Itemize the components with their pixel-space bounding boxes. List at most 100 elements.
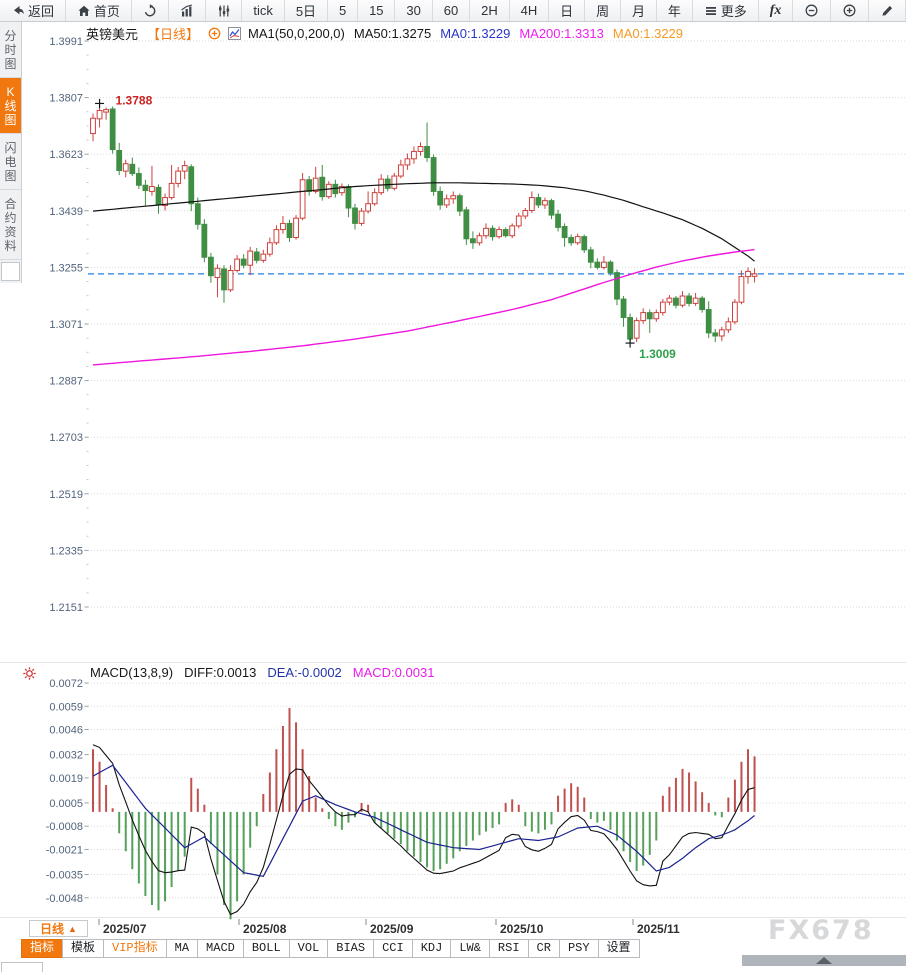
tab-PSY[interactable]: PSY <box>558 939 599 958</box>
period-30min-button[interactable]: 30 <box>395 0 433 21</box>
period-year-button-label: 年 <box>667 4 681 19</box>
tab-LW&[interactable]: LW& <box>450 939 490 958</box>
period-5day-button[interactable]: 5日 <box>285 0 328 21</box>
date-label: 2025/11 <box>637 922 680 936</box>
period-4h-button[interactable]: 4H <box>510 0 550 21</box>
period-60min-button[interactable]: 60 <box>433 0 471 21</box>
price-grid <box>84 40 906 608</box>
tab-MA[interactable]: MA <box>165 939 199 958</box>
ma0-value-orange: MA0:1.3229 <box>612 26 684 41</box>
macd-grid <box>84 682 906 899</box>
sidebar-item-char: 资 <box>4 225 17 239</box>
svg-text:0.0019: 0.0019 <box>49 773 83 785</box>
high-price-label: 1.3788 <box>116 93 153 107</box>
sidebar-item-分时图[interactable]: 分时图 <box>0 22 21 78</box>
sidebar-item-char: 料 <box>4 239 17 253</box>
tab-VOL[interactable]: VOL <box>288 939 329 958</box>
ma50-line <box>92 182 755 262</box>
date-label: 2025/08 <box>243 922 287 936</box>
period-selector[interactable]: 日线 ▲ <box>29 920 88 937</box>
ma-params: MA1(50,0,200,0) <box>248 26 345 41</box>
period-day-button[interactable]: 日 <box>549 0 586 21</box>
tab-MACD[interactable]: MACD <box>197 939 244 958</box>
period-day-button-label: 日 <box>560 4 574 19</box>
chevron-up-icon: ▲ <box>68 923 77 934</box>
svg-text:-0.0048: -0.0048 <box>46 893 83 905</box>
chart-style-button[interactable] <box>169 0 206 21</box>
sidebar-item-char: K <box>6 85 15 99</box>
candlestick-series[interactable] <box>90 103 758 344</box>
svg-text:0.0005: 0.0005 <box>49 798 83 810</box>
tab-KDJ[interactable]: KDJ <box>411 939 452 958</box>
home-button[interactable]: 首页 <box>66 0 132 21</box>
period-year-button[interactable]: 年 <box>657 0 693 21</box>
date-axis: 2025/07 2025/08 2025/09 2025/10 2025/11 <box>98 919 680 936</box>
fx-button[interactable]: fx <box>759 0 794 21</box>
svg-text:0.0072: 0.0072 <box>49 678 83 690</box>
price-axis-labels: 1.3991 1.3807 1.3623 1.3439 1.3255 1.3071 1.28… <box>49 36 83 614</box>
back-icon <box>11 4 25 18</box>
sidebar-item-闪电图[interactable]: 闪电图 <box>0 134 21 190</box>
tab-RSI[interactable]: RSI <box>488 939 529 958</box>
tab-BOLL[interactable]: BOLL <box>242 939 290 958</box>
macd-pane-header: MACD(13,8,9) DIFF:0.0013 DEA:-0.0002 MAC… <box>90 665 445 680</box>
tab-VIP指标[interactable]: VIP指标 <box>103 939 167 958</box>
tab-指标[interactable]: 指标 <box>21 939 64 958</box>
zoom-out-icon <box>804 3 819 18</box>
period-tick-button[interactable]: tick <box>242 0 285 21</box>
dea-line <box>92 764 755 877</box>
period-2h-button[interactable]: 2H <box>470 0 510 21</box>
period-week-button-label: 周 <box>596 4 610 19</box>
add-indicator-icon[interactable] <box>208 27 221 40</box>
refresh-button[interactable] <box>132 0 169 21</box>
back-button-label: 返回 <box>27 4 54 19</box>
tab-BIAS[interactable]: BIAS <box>327 939 375 958</box>
sidebar-item-合约资料[interactable]: 合约资料 <box>0 190 21 260</box>
tab-CCI[interactable]: CCI <box>373 939 413 958</box>
tab-设置[interactable]: 设置 <box>597 939 640 958</box>
period-15min-button[interactable]: 15 <box>358 0 396 21</box>
sidebar-item-char: 闪 <box>4 141 17 155</box>
date-label: 2025/09 <box>370 922 414 936</box>
period-5min-button[interactable]: 5 <box>328 0 359 21</box>
home-icon <box>77 4 91 18</box>
diff-line <box>92 744 755 916</box>
sidebar-item-char: 时 <box>4 43 17 57</box>
macd-histogram[interactable] <box>92 708 756 920</box>
diff-value: DIFF:0.0013 <box>184 665 257 680</box>
back-button[interactable]: 返回 <box>0 0 66 21</box>
zoom-in-button[interactable] <box>831 0 870 21</box>
sidebar-item-char: 约 <box>4 211 17 225</box>
period-selector-label: 日线 <box>40 922 65 936</box>
svg-text:1.3255: 1.3255 <box>49 262 83 274</box>
period-month-button[interactable]: 月 <box>621 0 657 21</box>
tab-模板[interactable]: 模板 <box>62 939 105 958</box>
svg-text:1.3439: 1.3439 <box>49 206 83 218</box>
svg-text:0.0046: 0.0046 <box>49 725 83 737</box>
more-button[interactable]: 更多 <box>693 0 759 21</box>
horizontal-scrollbar[interactable] <box>742 955 906 966</box>
ma200-value: MA200:1.3313 <box>519 26 604 41</box>
macd-value: MACD:0.0031 <box>352 665 435 680</box>
svg-text:1.2887: 1.2887 <box>49 376 83 388</box>
macd-params: MACD(13,8,9) <box>90 665 174 680</box>
svg-text:0.0032: 0.0032 <box>49 750 83 762</box>
ma200-line <box>92 248 755 366</box>
period-week-button[interactable]: 周 <box>585 0 622 21</box>
period-5day-button-label: 5日 <box>295 4 317 19</box>
date-label: 2025/07 <box>103 922 147 936</box>
tab-CR[interactable]: CR <box>527 939 560 958</box>
mini-chart-icon[interactable] <box>228 27 242 40</box>
symbol-title: 英镑美元 <box>86 27 139 42</box>
price-extreme-markers: 1.3788 1.3009 <box>95 93 676 361</box>
indicator-adjust-button[interactable] <box>206 0 243 21</box>
zoom-out-button[interactable] <box>793 0 832 21</box>
macd-axis-labels: 0.0072 0.0059 0.0046 0.0032 0.0019 0.0005 -0.0… <box>46 678 83 905</box>
refresh-icon <box>143 3 157 18</box>
draw-button[interactable] <box>869 0 906 21</box>
macd-settings-icon[interactable] <box>22 666 37 681</box>
period-15min-button-label: 15 <box>369 3 384 18</box>
